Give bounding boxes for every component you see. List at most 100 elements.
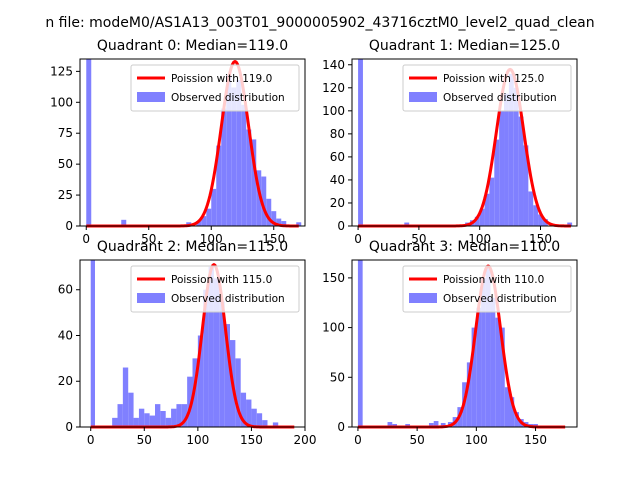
y-tick-label: 60 [58,283,73,297]
histogram-bar [262,420,268,427]
y-tick-label: 75 [58,126,73,140]
y-tick-label: 125 [50,64,73,78]
x-tick-label: 100 [186,433,209,447]
axes-frame [79,259,306,428]
x-tick-label: 0 [354,232,362,246]
subplot-quadrant-3: 0 50 100 150 0 50 100 150 Quadrant 3: Median=110… [322,239,578,447]
legend-label-poisson: Poission with 119.0 [171,73,272,85]
y-tick-label: 50 [330,370,345,384]
x-tick-label: 50 [137,433,152,447]
legend-box [402,64,572,112]
histogram-bar [208,266,214,427]
y-tick-label: 80 [330,127,345,141]
y-tick-label: 20 [330,196,345,210]
histogram-bar [256,413,263,427]
histogram-bar [518,116,524,226]
x-tick-label: 50 [409,433,424,447]
y-tick-label: 100 [322,104,345,118]
legend-label-poisson: Poission with 110.0 [443,274,544,286]
histogram-bar [485,267,491,427]
histogram-bar [197,335,204,427]
histogram-bar [211,188,217,226]
histogram-bar [176,404,182,427]
histogram-bar [226,75,232,226]
x-tick-label: 100 [465,433,488,447]
histogram-bar [481,277,486,427]
histogram-bar [171,408,177,427]
histogram-bar [121,219,127,226]
histogram-bar [241,104,247,226]
histogram-bar [513,87,519,226]
histogram-bar [261,176,267,226]
histogram-bar [196,221,202,226]
subplot-quadrant-2: 0 50 100 150 200 0 20 40 60 Quadrant 2: Median=11… [58,239,317,447]
y-tick-label: 100 [322,321,345,335]
histogram-bar [187,376,193,427]
y-tick-label: 0 [65,219,73,233]
legend-swatch-observed [409,293,437,303]
histogram-bar [428,423,434,427]
legend-swatch-observed [137,92,165,102]
x-tick-label: 150 [529,232,552,246]
histogram-bar [296,222,302,226]
histogram-bar [213,278,220,427]
y-tick-label: 60 [330,150,345,164]
legend-label-observed: Observed distribution [443,92,557,104]
histogram-bar [490,297,496,427]
histogram-bar [246,399,252,427]
x-tick-label: 0 [87,433,95,447]
histogram-bar [251,408,257,427]
histogram-bar [181,404,188,427]
legend-box [130,265,300,313]
histogram-bar [256,170,262,226]
histogram-bar [219,301,225,427]
histogram-bar [90,260,95,427]
axes-frame [79,58,306,227]
legend-box [130,64,300,112]
histogram-bar [523,145,529,226]
legend-swatch-observed [137,293,165,303]
y-tick-label: 120 [322,81,345,95]
subplot-quadrant-1: 0 50 100 150 0 20 40 60 80 100 120 140 Quadrant 1: M… [322,38,578,246]
histogram-bar [533,205,539,226]
histogram-bar [509,397,515,427]
histogram-bar [358,59,363,226]
histogram-bar [203,289,209,427]
x-tick-label: 100 [468,232,491,246]
histogram-bar [471,327,477,427]
y-tick-label: 25 [58,188,73,202]
histogram-bar [404,222,410,226]
histogram-bar [466,362,472,427]
histogram-bar [266,198,272,226]
histogram-bar [514,412,519,427]
histogram-bar [476,307,482,427]
histogram-bar [128,392,134,427]
histogram-bar [144,413,150,427]
histogram-bar [155,404,161,427]
legend-label-observed: Observed distribution [443,293,557,305]
legend-box [402,265,572,313]
y-tick-label: 20 [58,374,73,388]
y-tick-label: 0 [65,420,73,434]
histogram-bar [138,408,145,427]
x-tick-label: 150 [240,433,263,447]
histogram-bar [357,260,363,427]
histogram-bar [479,208,485,226]
y-tick-label: 40 [58,328,73,342]
histogram-bar [504,387,510,427]
subplot-title: Quadrant 0: Median=119.0 [97,38,288,54]
y-tick-label: 0 [337,420,345,434]
y-tick-label: 0 [337,219,345,233]
histogram-bar [504,93,509,226]
legend-swatch-observed [409,92,437,102]
histogram-bar [165,417,172,427]
subplot-title: Quadrant 3: Median=110.0 [369,239,560,255]
histogram-bar [494,139,500,226]
histogram-bar [474,216,480,226]
histogram-bar [433,421,439,427]
legend-label-poisson: Poission with 125.0 [443,73,544,85]
histogram-bar [567,222,573,226]
histogram-bar [281,221,287,226]
x-tick-label: 100 [200,232,223,246]
histogram-bar [160,410,166,427]
